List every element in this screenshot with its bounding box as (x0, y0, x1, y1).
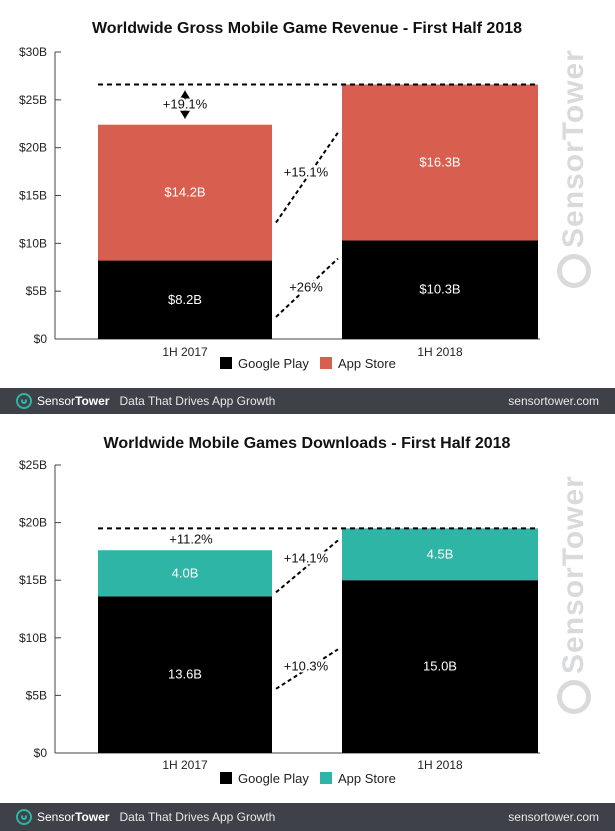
y-tick-label: $25B (19, 458, 47, 472)
data-label-app-store: $14.2B (164, 185, 205, 200)
sensortower-logo-icon (16, 393, 32, 409)
chart-title: Worldwide Mobile Games Downloads - First… (104, 435, 511, 452)
legend-swatch-app-store (320, 357, 332, 369)
y-tick-label: $0 (34, 332, 48, 346)
data-label-google-play: $8.2B (168, 292, 202, 307)
legend-label-google-play: Google Play (238, 356, 309, 371)
y-tick-label: $5B (26, 688, 47, 702)
footer-brand: SensorTower (37, 394, 110, 408)
y-tick-label: $15B (19, 573, 47, 587)
data-label-app-store: 4.5B (427, 546, 454, 561)
legend-swatch-google-play (220, 357, 232, 369)
legend-swatch-app-store (320, 772, 332, 784)
bar-google-play (98, 596, 272, 753)
bar-google-play (342, 580, 538, 753)
legend-label-app-store: App Store (338, 356, 396, 371)
app-store-growth-line (275, 131, 339, 224)
data-label-google-play: $10.3B (419, 282, 460, 297)
bar-google-play (98, 260, 272, 339)
bar-app-store (342, 528, 538, 581)
google-play-growth-line (275, 648, 339, 690)
footer-tagline: Data That Drives App Growth (119, 810, 276, 824)
total-growth-label: +19.1% (163, 97, 208, 112)
legend-label-google-play: Google Play (238, 771, 309, 786)
watermark-logo-icon (557, 254, 591, 288)
y-tick-label: $10B (19, 631, 47, 645)
footer-bar: SensorTower Data That Drives App Growth … (0, 388, 615, 414)
y-tick-label: $25B (19, 93, 47, 107)
google-play-growth-label: +26% (289, 280, 323, 295)
data-label-app-store: 4.0B (172, 565, 199, 580)
y-tick-label: $20B (19, 516, 47, 530)
revenue-chart: Worldwide Gross Mobile Game Revenue - Fi… (19, 20, 540, 371)
x-tick-label: 1H 2018 (417, 345, 463, 359)
total-growth-label: +11.2% (169, 531, 213, 546)
footer-website-link[interactable]: sensortower.com (508, 810, 599, 824)
footer-bar: SensorTower Data That Drives App Growth … (0, 803, 615, 831)
watermark-sensortower: SensorTower (557, 49, 590, 248)
footer-brand: SensorTower (37, 810, 110, 824)
growth-arrow-up (180, 90, 190, 99)
app-store-growth-label: +15.1% (284, 165, 329, 180)
x-tick-label: 1H 2018 (417, 758, 463, 772)
footer-website-link[interactable]: sensortower.com (508, 394, 599, 408)
bar-google-play (342, 240, 538, 339)
x-tick-label: 1H 2017 (162, 345, 208, 359)
y-tick-label: $15B (19, 189, 47, 203)
google-play-growth-label: +10.3% (284, 659, 329, 674)
footer-tagline: Data That Drives App Growth (119, 394, 276, 408)
y-tick-label: $10B (19, 236, 47, 250)
app-store-growth-label: +14.1% (284, 550, 329, 565)
google-play-growth-line (275, 257, 339, 318)
legend-swatch-google-play (220, 772, 232, 784)
y-tick-label: $5B (26, 284, 47, 298)
sensortower-logo-icon (16, 809, 32, 825)
data-label-google-play: 15.0B (423, 659, 457, 674)
chart-title: Worldwide Gross Mobile Game Revenue - Fi… (92, 20, 522, 37)
bar-app-store (342, 84, 538, 241)
watermark-sensortower: SensorTower (557, 475, 590, 674)
y-tick-label: $30B (19, 45, 47, 59)
watermark-logo-icon (557, 680, 591, 714)
app-store-growth-line (275, 539, 339, 594)
downloads-chart: Worldwide Mobile Games Downloads - First… (19, 435, 540, 786)
y-tick-label: $20B (19, 141, 47, 155)
x-tick-label: 1H 2017 (162, 758, 208, 772)
downloads-chart-panel: Worldwide Mobile Games Downloads - First… (0, 414, 615, 803)
data-label-app-store: $16.3B (419, 154, 460, 169)
bar-app-store (98, 550, 272, 597)
y-tick-label: $0 (34, 746, 48, 760)
legend-label-app-store: App Store (338, 771, 396, 786)
growth-arrow-down (180, 110, 190, 119)
data-label-google-play: 13.6B (168, 667, 202, 682)
revenue-chart-panel: Worldwide Gross Mobile Game Revenue - Fi… (0, 0, 615, 388)
bar-app-store (98, 124, 272, 261)
